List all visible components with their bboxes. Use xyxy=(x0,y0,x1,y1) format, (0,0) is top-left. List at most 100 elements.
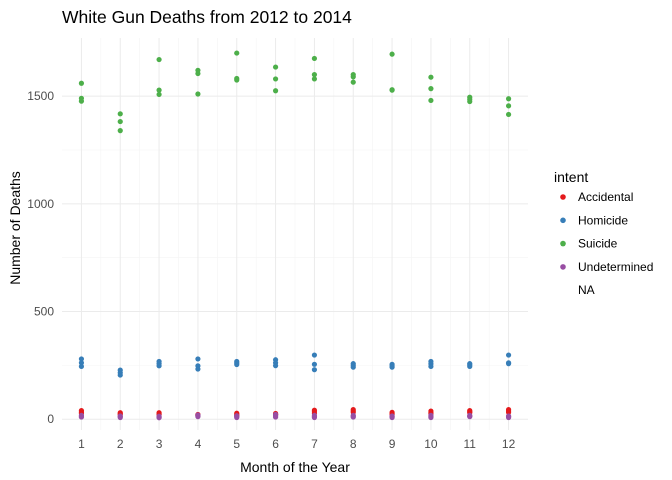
chart-title: White Gun Deaths from 2012 to 2014 xyxy=(62,7,352,27)
data-point xyxy=(428,414,434,421)
data-point xyxy=(389,414,395,421)
legend-label: Suicide xyxy=(578,237,618,251)
x-tick-label: 5 xyxy=(233,437,240,451)
data-point xyxy=(234,77,240,83)
x-tick-label: 11 xyxy=(464,437,477,451)
x-axis-ticks: 1 2 3 4 5 6 7 8 9 10 11 12 xyxy=(78,437,516,451)
data-point xyxy=(117,111,123,117)
data-point xyxy=(78,98,85,104)
data-point xyxy=(350,79,356,85)
x-tick-label: 8 xyxy=(350,437,357,451)
data-point xyxy=(272,76,279,82)
data-point xyxy=(311,361,318,367)
data-point xyxy=(78,80,85,86)
data-point xyxy=(272,414,279,420)
data-point xyxy=(311,367,318,373)
data-point xyxy=(272,64,279,70)
data-point xyxy=(234,414,240,421)
legend-key xyxy=(560,264,566,270)
y-axis-ticks: 0 500 1000 1500 xyxy=(27,89,54,426)
data-point xyxy=(389,51,395,57)
legend-entry: Suicide xyxy=(560,237,618,251)
data-point xyxy=(272,88,279,94)
legend: intent Accidental Homicide Suicide Undeterm… xyxy=(554,169,653,297)
x-tick-label: 3 xyxy=(156,437,163,451)
grid-lines xyxy=(62,38,528,430)
data-point xyxy=(156,363,162,369)
legend-key xyxy=(560,194,566,200)
data-point xyxy=(311,352,318,358)
legend-entry: Homicide xyxy=(560,213,628,227)
data-point xyxy=(78,414,85,420)
legend-label: NA xyxy=(578,283,595,297)
data-point xyxy=(156,87,162,93)
data-point xyxy=(350,364,356,370)
y-tick-label: 500 xyxy=(34,305,54,319)
data-point xyxy=(234,361,240,368)
legend-title: intent xyxy=(554,169,588,185)
y-tick-label: 1500 xyxy=(27,89,54,103)
data-point xyxy=(428,86,434,92)
data-point xyxy=(428,363,434,370)
legend-label: Undetermined xyxy=(578,260,653,274)
x-tick-label: 7 xyxy=(311,437,318,451)
data-point xyxy=(467,414,473,420)
data-point xyxy=(505,111,512,118)
data-point xyxy=(117,372,123,378)
x-tick-label: 4 xyxy=(195,437,202,451)
data-point xyxy=(117,118,123,125)
x-tick-label: 9 xyxy=(389,437,396,451)
legend-label: Accidental xyxy=(578,190,633,204)
legend-key xyxy=(560,217,566,224)
data-point xyxy=(505,352,512,358)
x-tick-label: 6 xyxy=(272,437,279,451)
data-point xyxy=(350,414,356,420)
x-axis-title: Month of the Year xyxy=(240,459,350,475)
data-point xyxy=(117,414,123,421)
data-point xyxy=(156,415,162,421)
legend-entry: NA xyxy=(578,283,595,297)
data-point xyxy=(78,356,85,362)
data-point xyxy=(389,364,395,370)
legend-entries: Accidental Homicide Suicide Undetermined NA xyxy=(560,190,653,297)
legend-key xyxy=(560,240,566,247)
data-point xyxy=(311,72,318,78)
data-point xyxy=(505,96,512,102)
x-tick-label: 1 xyxy=(78,437,85,451)
data-point xyxy=(195,91,201,97)
y-tick-label: 0 xyxy=(47,412,54,426)
data-point xyxy=(505,409,512,415)
data-point xyxy=(78,360,85,366)
data-point xyxy=(311,55,318,62)
legend-entry: Undetermined xyxy=(560,260,653,274)
data-point xyxy=(505,414,512,421)
data-point xyxy=(78,363,85,370)
data-point xyxy=(428,74,434,80)
series-undetermined xyxy=(78,411,512,421)
data-point xyxy=(350,74,356,80)
data-point xyxy=(389,87,395,93)
data-point xyxy=(428,97,434,104)
legend-entry: Accidental xyxy=(560,190,633,204)
series-homicide xyxy=(78,352,512,378)
data-point xyxy=(117,128,123,134)
data-points xyxy=(78,50,512,421)
data-point xyxy=(156,56,162,63)
y-tick-label: 1000 xyxy=(27,197,54,211)
legend-label: Homicide xyxy=(578,213,628,227)
x-tick-label: 12 xyxy=(502,437,516,451)
series-suicide xyxy=(78,50,512,134)
x-tick-label: 10 xyxy=(424,437,438,451)
data-point xyxy=(505,361,512,367)
data-point xyxy=(195,70,201,77)
data-point xyxy=(467,98,473,105)
data-point xyxy=(467,363,473,370)
data-point xyxy=(156,91,162,98)
data-point xyxy=(234,50,240,56)
data-point xyxy=(311,414,318,421)
data-point xyxy=(195,414,201,420)
data-point xyxy=(195,356,201,362)
data-point xyxy=(272,363,279,369)
data-point xyxy=(311,76,318,82)
